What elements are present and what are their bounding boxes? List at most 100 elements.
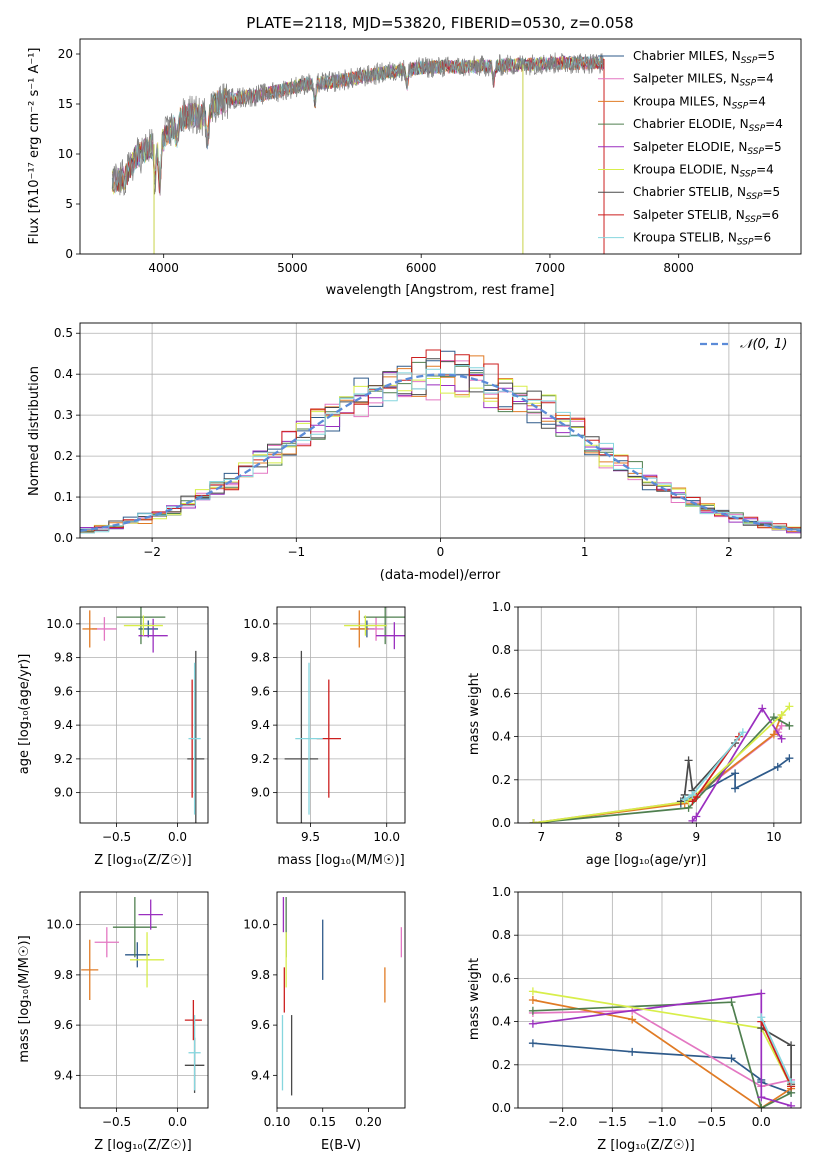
mass-ebv-xtick-label-0: 0.10: [264, 1115, 291, 1129]
residual-hist-8: [80, 365, 801, 534]
residuals-ytick-label-3: 0.3: [54, 408, 73, 422]
age-mass-xtick-label-1: 10.0: [373, 830, 400, 844]
weight-age-marker-0-4: [773, 762, 782, 771]
weight-age-marker-8-1: [688, 790, 697, 799]
weight-age-ytick-label-5: 1.0: [492, 600, 511, 614]
age-z-xlabel: Z [log₁₀(Z/Z☉)]: [94, 853, 191, 868]
weight-age-marker-4-0: [688, 816, 697, 823]
mass-z-axes: −0.5 0.0 9.4 9.6 9.8 10.0: [46, 892, 208, 1129]
weight-z-marker-4-2: [757, 1093, 766, 1102]
weight-age-line-5: [533, 705, 791, 823]
mass-ebv-ytick-label-1: 9.6: [251, 1018, 270, 1032]
weight-age-xtick-label-2: 9: [693, 830, 701, 844]
residuals-xlabel: (data-model)/error: [380, 568, 501, 583]
weight-z-marker-4-3: [787, 1101, 796, 1108]
weight-z-line-1: [532, 1009, 792, 1088]
legend-label-1: Salpeter MILES, NSSP=4: [633, 72, 774, 89]
age-z-axes: −0.5 0.0 9.0 9.2 9.4 9.6 9.8 10.0: [46, 607, 208, 844]
weight-age-marker-4-1: [692, 812, 701, 821]
residuals-ytick-label-2: 0.2: [54, 449, 73, 463]
spectrum-xtick-label-3: 7000: [535, 261, 566, 275]
weight-z-marker-2-0: [528, 996, 537, 1004]
weight-z-marker-3-1: [727, 998, 736, 1007]
age-z-ytick-label-3: 9.6: [54, 684, 73, 698]
weight-z-ytick-label-0: 0.0: [492, 1101, 511, 1115]
age-z-ylabel: age [log₁₀(age/yr)]: [17, 654, 32, 775]
weight-age-marker-0-5: [785, 754, 794, 763]
residuals-ytick-label-5: 0.5: [54, 326, 73, 340]
weight-z-marker-4-0: [528, 1019, 537, 1028]
weight-z-series: [528, 987, 796, 1108]
weight-z-marker-0-0: [528, 1039, 537, 1048]
mass-z-points: [81, 897, 205, 1093]
residuals-xtick-label-2: 0: [437, 545, 445, 559]
mass-ebv-ytick-label-2: 9.8: [251, 968, 270, 982]
figure-title: PLATE=2118, MJD=53820, FIBERID=0530, z=0…: [246, 14, 633, 32]
weight-z-xtick-label-2: −1.0: [647, 1115, 676, 1129]
residuals-xtick-label-0: −2: [143, 545, 161, 559]
weight-age-marker-8-2: [738, 728, 747, 737]
weight-age-ytick-label-3: 0.6: [492, 686, 511, 700]
spectrum-ytick-label-3: 15: [58, 97, 73, 111]
mass-ebv-frame: [276, 891, 406, 1109]
age-z-xtick-label-0: −0.5: [102, 830, 131, 844]
mass-z-ylabel: mass [log₁₀(M/M☉)]: [17, 935, 32, 1062]
weight-z-marker-8-0: [757, 1013, 766, 1022]
weight-age-marker-6-2: [684, 756, 693, 765]
residual-hists: [80, 349, 801, 534]
age-mass-ytick-label-4: 9.8: [251, 651, 270, 665]
weight-age-marker-5-0: [529, 819, 538, 823]
weight-age-series: [529, 702, 794, 823]
spectrum-ytick-label-4: 20: [58, 47, 73, 61]
weight-z-xlabel: Z [log₁₀(Z/Z☉)]: [597, 1138, 694, 1153]
age-mass-ytick-label-2: 9.4: [251, 718, 270, 732]
spectrum-lines: [111, 52, 605, 254]
weight-age-marker-3-2: [769, 713, 778, 722]
weight-z-frame: [517, 891, 802, 1109]
weight-z-marker-4-1: [757, 989, 766, 998]
mass-z-xtick-label-0: −0.5: [102, 1115, 131, 1129]
weight-z-marker-6-1: [787, 1041, 796, 1050]
age-z-ytick-label-0: 9.0: [54, 786, 73, 800]
residual-hist-5: [80, 378, 801, 533]
normal-curve: [80, 373, 801, 532]
weight-z-line-8: [760, 1016, 792, 1083]
weight-z-marker-8-1: [787, 1078, 796, 1087]
weight-age-frame: [517, 606, 802, 824]
residuals-legend-label: 𝒩(0, 1): [740, 337, 787, 352]
weight-age-ytick-label-4: 0.8: [492, 643, 511, 657]
age-z-ytick-label-5: 10.0: [46, 617, 73, 631]
weight-z-xtick-label-1: −1.5: [598, 1115, 627, 1129]
weight-z-marker-0-1: [628, 1047, 637, 1056]
legend-label-5: Kroupa ELODIE, NSSP=4: [633, 163, 774, 180]
legend-label-6: Chabrier STELIB, NSSP=5: [633, 185, 780, 202]
mass-z-frame: [79, 891, 209, 1109]
age-mass-axes: 9.5 10.0 9.0 9.2 9.4 9.6 9.8 10.0: [243, 607, 405, 844]
weight-age-xtick-label-3: 10: [766, 830, 781, 844]
weight-age-ytick-label-2: 0.4: [492, 730, 511, 744]
mass-ebv-points: [281, 897, 402, 1096]
legend-label-4: Salpeter ELODIE, NSSP=5: [633, 140, 782, 157]
weight-z-marker-3-0: [528, 1006, 537, 1015]
residuals-xtick-label-3: 1: [581, 545, 589, 559]
mass-ebv-axes: 0.10 0.15 0.20 9.4 9.6 9.8 10.0: [243, 918, 382, 1129]
weight-z-line-0: [532, 1042, 792, 1094]
mass-z-ytick-label-0: 9.4: [54, 1068, 73, 1082]
weight-z-xtick-label-0: −2.0: [548, 1115, 577, 1129]
legend-label-3: Chabrier ELODIE, NSSP=4: [633, 117, 783, 134]
spectrum-ylabel: Flux [fλ10⁻¹⁷ erg cm⁻² s⁻¹ A⁻¹]: [27, 48, 42, 245]
legend-label-7: Salpeter STELIB, NSSP=6: [633, 208, 779, 225]
weight-age-marker-0-3: [731, 784, 740, 793]
weight-age-xtick-label-0: 7: [537, 830, 545, 844]
age-z-points: [82, 607, 205, 823]
mass-ebv-xtick-label-1: 0.15: [309, 1115, 336, 1129]
mass-z-xtick-label-1: 0.0: [168, 1115, 187, 1129]
residuals-xtick-label-4: 2: [725, 545, 733, 559]
age-mass-ytick-label-5: 10.0: [243, 617, 270, 631]
weight-age-marker-1-3: [777, 721, 786, 730]
spectrum-ytick-label-1: 5: [65, 197, 73, 211]
spectrum-frame: [79, 38, 802, 255]
residuals-frame: [79, 322, 802, 539]
mass-z-ytick-label-3: 10.0: [46, 918, 73, 932]
weight-z-xtick-label-4: 0.0: [752, 1115, 771, 1129]
